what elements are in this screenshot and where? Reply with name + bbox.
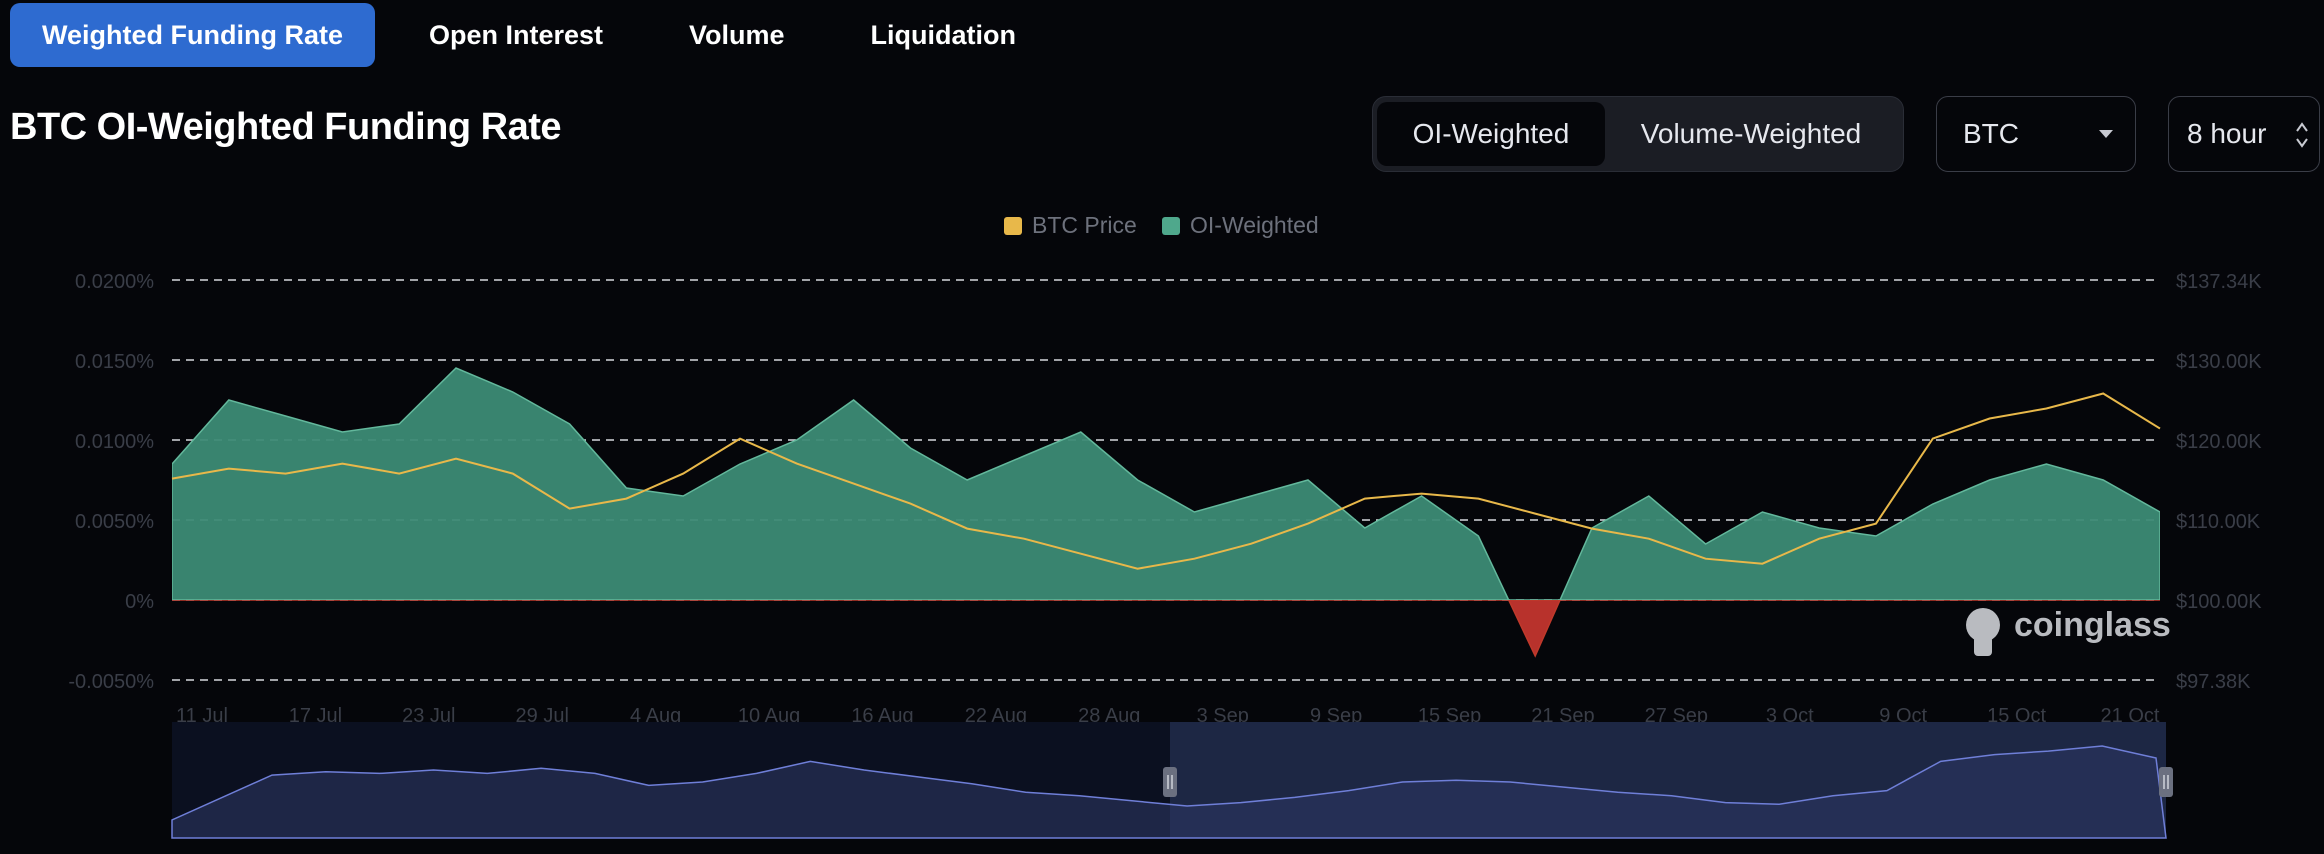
funding-rate-chart: BTC Price OI-Weighted 0.0200% 0.0150% 0.01… [68, 212, 2262, 839]
y-left-tick-label: 0.0050% [75, 511, 154, 533]
y-right-tick-label: $137.34K [2176, 271, 2262, 293]
x-tick-label: 15 Sep [1418, 705, 1481, 727]
y-axis-right: $137.34K $130.00K $120.00K $110.00K $100.00K… [2176, 271, 2262, 693]
x-tick-label: 21 Oct [2101, 705, 2160, 727]
x-tick-label: 17 Jul [289, 705, 342, 727]
plot-area [171, 367, 2161, 658]
y-left-tick-label: 0.0200% [75, 271, 154, 293]
y-right-tick-label: $97.38K [2176, 671, 2251, 693]
coin-select-value: BTC [1963, 118, 2019, 149]
y-left-tick-label: 0.0100% [75, 431, 154, 453]
x-tick-label: 22 Aug [965, 705, 1027, 727]
y-left-tick-label: -0.0050% [68, 671, 154, 693]
navigator-left-handle[interactable] [1163, 767, 1177, 797]
y-axis-left: 0.0200% 0.0150% 0.0100% 0.0050% 0% -0.0050% [68, 271, 154, 693]
tab-volume[interactable]: Volume [689, 19, 785, 50]
x-tick-label: 27 Sep [1645, 705, 1708, 727]
page-title: BTC OI-Weighted Funding Rate [10, 106, 562, 148]
chevron-down-icon [2099, 130, 2113, 138]
legend-label-btc-price[interactable]: BTC Price [1032, 212, 1137, 238]
range-navigator[interactable] [171, 722, 2173, 839]
legend-swatch-btc-price [1004, 217, 1022, 235]
tab-weighted-funding-rate[interactable]: Weighted Funding Rate [10, 3, 375, 67]
x-tick-label: 15 Oct [1987, 705, 2046, 727]
legend-swatch-oi-weighted [1162, 217, 1180, 235]
volume-weighted-button[interactable]: Volume-Weighted [1640, 118, 1862, 149]
y-right-tick-label: $100.00K [2176, 591, 2262, 613]
coin-select[interactable]: BTC [1936, 96, 2136, 172]
x-tick-label: 16 Aug [851, 705, 913, 727]
x-tick-label: 11 Jul [176, 705, 228, 727]
y-right-tick-label: $130.00K [2176, 351, 2262, 373]
sort-arrows-icon [2296, 122, 2308, 148]
weighting-toggle: OI-Weighted Volume-Weighted [1372, 96, 1904, 172]
tab-open-interest[interactable]: Open Interest [428, 19, 604, 50]
interval-select[interactable]: 8 hour [2168, 96, 2320, 172]
y-left-tick-label: 0.0150% [75, 351, 154, 373]
x-tick-label: 10 Aug [738, 705, 800, 727]
coinglass-watermark: coinglass [1966, 606, 2171, 656]
interval-select-value: 8 hour [2187, 118, 2267, 149]
legend-label-oi-weighted[interactable]: OI-Weighted [1190, 212, 1319, 238]
oi-weighted-button[interactable]: OI-Weighted [1377, 102, 1605, 166]
x-tick-label: 29 Jul [516, 705, 569, 727]
y-right-tick-label: $120.00K [2176, 431, 2262, 453]
y-right-tick-label: $110.00K [2176, 511, 2261, 533]
x-tick-label: 4 Aug [630, 705, 681, 727]
x-tick-label: 3 Sep [1197, 705, 1249, 727]
navigator-right-handle[interactable] [2159, 767, 2173, 797]
coinglass-logo-icon [1966, 608, 2000, 642]
oi-weighted-area[interactable] [172, 367, 2160, 656]
x-tick-label: 28 Aug [1078, 705, 1140, 727]
watermark-text: coinglass [2014, 606, 2171, 644]
navigator-price-line [171, 745, 2167, 839]
y-left-tick-label: 0% [125, 591, 154, 613]
btc-price-line[interactable] [171, 392, 2161, 570]
x-tick-label: 21 Sep [1531, 705, 1594, 727]
x-axis: 11 Jul 17 Jul 23 Jul 29 Jul 4 Aug 10 Aug 16 Au… [176, 705, 2160, 727]
tab-bar: Weighted Funding Rate Open Interest Volu… [10, 3, 1070, 67]
coinglass-logo-body [1974, 636, 1992, 656]
x-tick-label: 3 Oct [1766, 705, 1814, 727]
x-tick-label: 9 Oct [1879, 705, 1927, 727]
x-tick-label: 9 Sep [1310, 705, 1362, 727]
legend: BTC Price OI-Weighted [1004, 212, 1319, 238]
x-tick-label: 23 Jul [402, 705, 455, 727]
tab-liquidation[interactable]: Liquidation [870, 19, 1017, 50]
